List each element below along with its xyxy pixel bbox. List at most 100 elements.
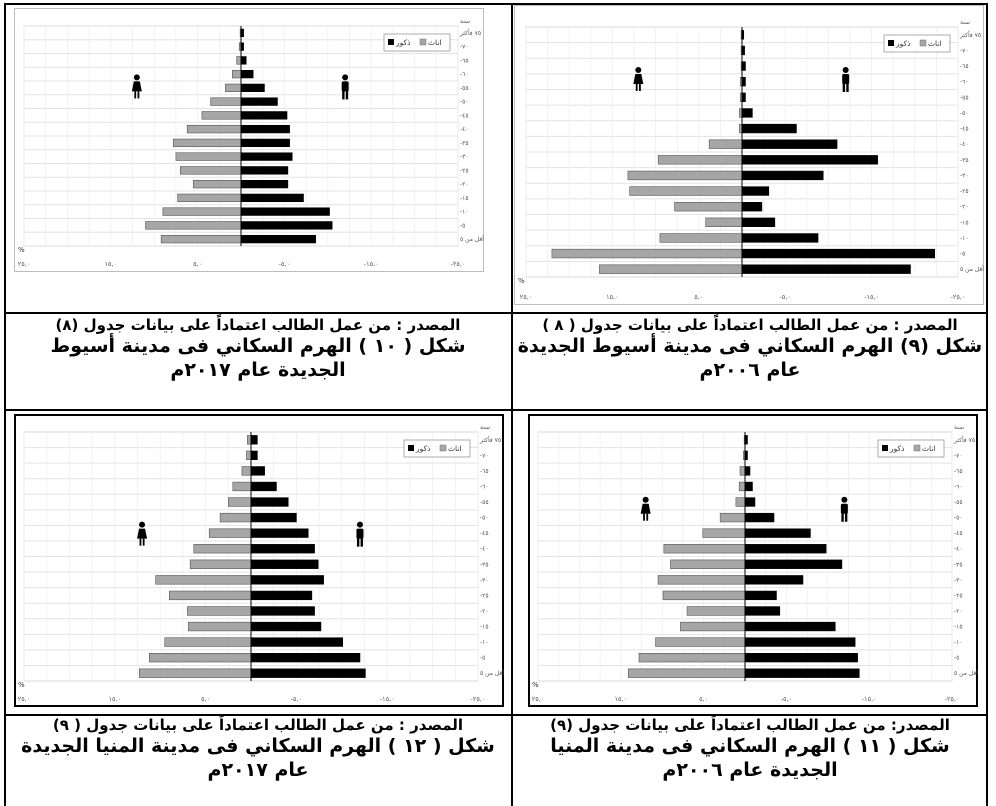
figure-title-line2: الجديدة عام ٢٠١٧م [170, 359, 346, 381]
legend-swatch-female [439, 444, 447, 452]
bar-male-11 [250, 497, 289, 507]
legend-label-male: ذكور [395, 38, 410, 47]
figure-title-line1: شكل ( ١٢ ) الهرم السكاني فى مدينة المنيا… [21, 735, 495, 757]
bar-female-2 [164, 637, 252, 647]
bar-male-12 [240, 69, 254, 79]
bar-male-1 [741, 248, 935, 259]
female-person-icon-leg [134, 91, 137, 99]
source-note: المصدر: من عمل الطالب اعتماداً على بيانا… [550, 716, 950, 734]
female-person-icon-leg [635, 84, 638, 91]
bar-female-15 [247, 435, 252, 445]
bar-male-3 [250, 621, 322, 632]
bar-female-10 [719, 512, 746, 523]
x-tick-label: -٥,٠ [779, 293, 790, 301]
x-tick-label: ١٥,٠ [606, 293, 619, 301]
bar-female-3 [188, 621, 252, 632]
bar-female-4 [686, 606, 746, 616]
bar-female-4 [192, 179, 242, 189]
bar-female-12 [232, 69, 242, 79]
bar-female-7 [189, 559, 252, 569]
bar-male-2 [250, 637, 344, 647]
legend-box [403, 439, 471, 458]
figure-title-line1: شكل ( ١٠ ) الهرم السكاني فى مدينة أسيوط [50, 335, 466, 357]
figure-title-line2: عام ٢٠٠٦م [699, 359, 801, 381]
legend-label-female: اناث [428, 38, 442, 47]
x-tick-label: ٥,٠ [201, 695, 210, 703]
age-tick-label: -٦٥ [960, 63, 969, 70]
female-person-icon-head [133, 74, 140, 81]
legend-label-male: ذكور [889, 444, 904, 453]
bar-female-1 [149, 652, 252, 663]
age-axis-title: سنة [480, 424, 490, 431]
bar-female-14 [246, 450, 252, 461]
age-tick-label: -٦٠ [954, 483, 963, 490]
bar-female-3 [680, 621, 746, 632]
female-person-icon [137, 521, 148, 546]
table-border-left [4, 3, 6, 806]
bar-male-11 [240, 83, 265, 93]
male-person-icon-leg [356, 537, 360, 547]
age-tick-label: -٥ [960, 251, 965, 258]
age-tick-label: -٥٥ [460, 85, 469, 92]
bar-male-11 [744, 497, 756, 507]
age-tick-label: ٧٥ فأكثر [479, 435, 501, 444]
bar-male-6 [250, 575, 324, 585]
bar-female-1 [145, 221, 242, 230]
legend-swatch-male [882, 445, 888, 451]
x-tick-label: ٥,٠ [699, 695, 708, 703]
bar-male-5 [240, 166, 289, 175]
bar-female-5 [662, 590, 746, 601]
age-tick-label: -٧٠ [460, 44, 469, 51]
female-person-icon-head [642, 496, 649, 503]
age-tick-label: -٥٥ [954, 499, 963, 506]
age-tick-label: -٥٥ [960, 94, 969, 101]
age-tick-label: -٣٥ [960, 157, 969, 164]
bar-male-4 [240, 179, 289, 189]
age-tick-label: -١٥ [960, 219, 969, 226]
bar-male-5 [741, 186, 770, 196]
age-tick-label: -٥ [954, 655, 959, 662]
age-tick-label: -١٥ [480, 624, 489, 631]
bar-female-7 [657, 155, 743, 165]
bar-female-2 [659, 233, 743, 243]
age-tick-label: -٢٠ [960, 204, 969, 211]
pyramid-chart-assiut-2006: أقل من ٥ -٥ -١٠ -١٥ -٢٠ -٢٥ -٣٠ -٣٥ -٤٠ -٤٥ -٥٠ -٥٥… [514, 5, 984, 305]
x-tick-label: ٢٥,٠ [18, 695, 31, 703]
bar-male-7 [744, 559, 843, 569]
pyramid-chart-svg: أقل من ٥ -٥ -١٠ -١٥ -٢٠ -٢٥ -٣٠ -٣٥ -٤٠ -٤٥ -٥٠ -٥٥… [514, 5, 984, 305]
bar-female-12 [232, 481, 252, 492]
bar-male-1 [744, 652, 858, 663]
bar-female-10 [219, 512, 252, 523]
age-tick-label: -٣٠ [954, 577, 963, 584]
pyramid-chart-assiut-2017: أقل من ٥ -٥ -١٠ -١٥ -٢٠ -٢٥ -٣٠ -٣٥ -٤٠ -٤٥ -٥٠ -٥٥… [14, 8, 484, 272]
bar-male-6 [240, 152, 293, 161]
bar-male-8 [250, 544, 315, 554]
table-divider-middle [511, 3, 513, 806]
age-tick-label: -٥٠ [480, 515, 489, 522]
bar-male-1 [250, 652, 361, 663]
bar-female-6 [175, 152, 242, 161]
legend: ذكور اناث [383, 33, 451, 52]
bar-female-9 [208, 528, 252, 538]
age-tick-label: -١٥ [460, 195, 469, 202]
bar-female-5 [179, 166, 242, 175]
bar-male-6 [741, 170, 824, 181]
legend: ذكور اناث [403, 439, 471, 458]
bar-male-0 [240, 234, 316, 244]
bar-male-14 [250, 450, 258, 461]
x-tick-label: -١٥,٠ [864, 293, 879, 301]
bar-male-9 [744, 528, 811, 538]
legend-box [883, 34, 951, 53]
bar-male-7 [240, 138, 290, 148]
bar-female-9 [201, 111, 242, 120]
bar-female-6 [627, 170, 743, 181]
bar-male-4 [741, 202, 763, 212]
male-person-icon-torso [840, 503, 848, 514]
x-unit-label: % [18, 246, 25, 254]
table-border-right [986, 3, 988, 806]
x-tick-label: ٢٥,٠ [532, 695, 545, 703]
bar-male-2 [240, 207, 330, 216]
male-person-icon-leg [842, 83, 846, 92]
bar-female-13 [236, 56, 242, 65]
